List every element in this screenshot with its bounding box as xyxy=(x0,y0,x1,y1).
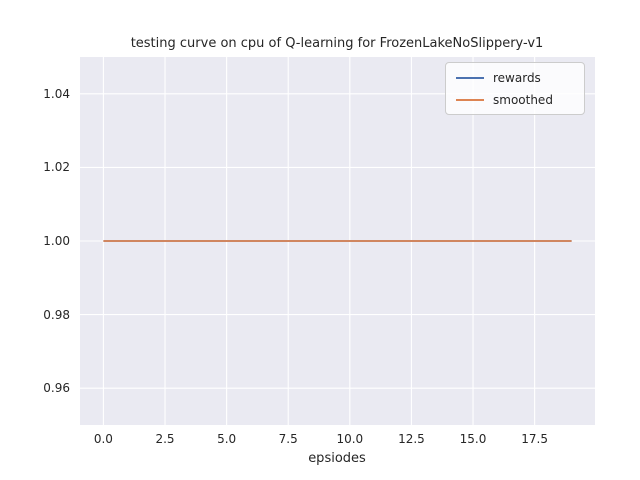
x-tick-label: 10.0 xyxy=(336,432,364,446)
legend: rewards smoothed xyxy=(445,62,585,115)
legend-entry-rewards: rewards xyxy=(456,69,574,86)
chart-title: testing curve on cpu of Q-learning for F… xyxy=(130,36,544,51)
x-tick-label: 0.0 xyxy=(93,432,113,446)
legend-line-swatch-smoothed xyxy=(456,98,484,101)
x-tick-label: 5.0 xyxy=(217,432,237,446)
x-axis-label: epsiodes xyxy=(308,451,366,466)
y-tick-label: 1.00 xyxy=(43,234,70,248)
x-tick-label: 15.0 xyxy=(459,432,487,446)
y-tick-label: 0.96 xyxy=(43,381,70,396)
legend-line-swatch-rewards xyxy=(456,76,484,79)
y-tick-label: 1.04 xyxy=(43,86,70,101)
x-tick-label: 12.5 xyxy=(398,432,425,446)
legend-entry-smoothed: smoothed xyxy=(456,91,574,108)
legend-label: rewards xyxy=(493,70,541,85)
x-tick-label: 2.5 xyxy=(155,432,175,446)
y-tick-label: 0.98 xyxy=(43,307,70,322)
y-tick-label: 1.02 xyxy=(43,160,70,175)
x-tick-label: 17.5 xyxy=(521,432,548,446)
legend-label: smoothed xyxy=(493,92,553,107)
x-tick-label: 7.5 xyxy=(278,432,298,446)
